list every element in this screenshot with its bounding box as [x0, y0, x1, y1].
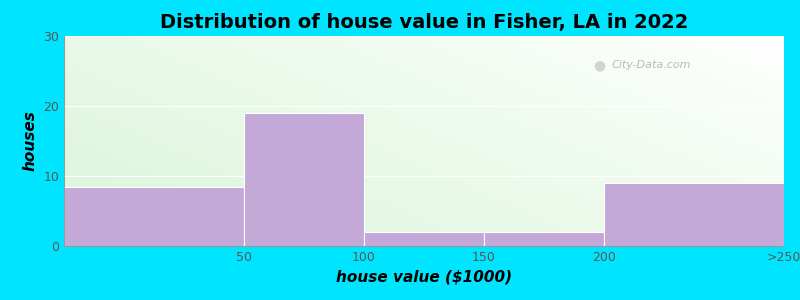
Text: ●: ●	[594, 58, 606, 72]
Text: City-Data.com: City-Data.com	[611, 60, 690, 70]
Bar	[64, 187, 244, 246]
Bar	[484, 232, 604, 246]
Bar	[364, 232, 484, 246]
Bar	[604, 183, 784, 246]
Bar	[244, 113, 364, 246]
X-axis label: house value ($1000): house value ($1000)	[336, 269, 512, 284]
Y-axis label: houses: houses	[22, 111, 38, 171]
Title: Distribution of house value in Fisher, LA in 2022: Distribution of house value in Fisher, L…	[160, 13, 688, 32]
